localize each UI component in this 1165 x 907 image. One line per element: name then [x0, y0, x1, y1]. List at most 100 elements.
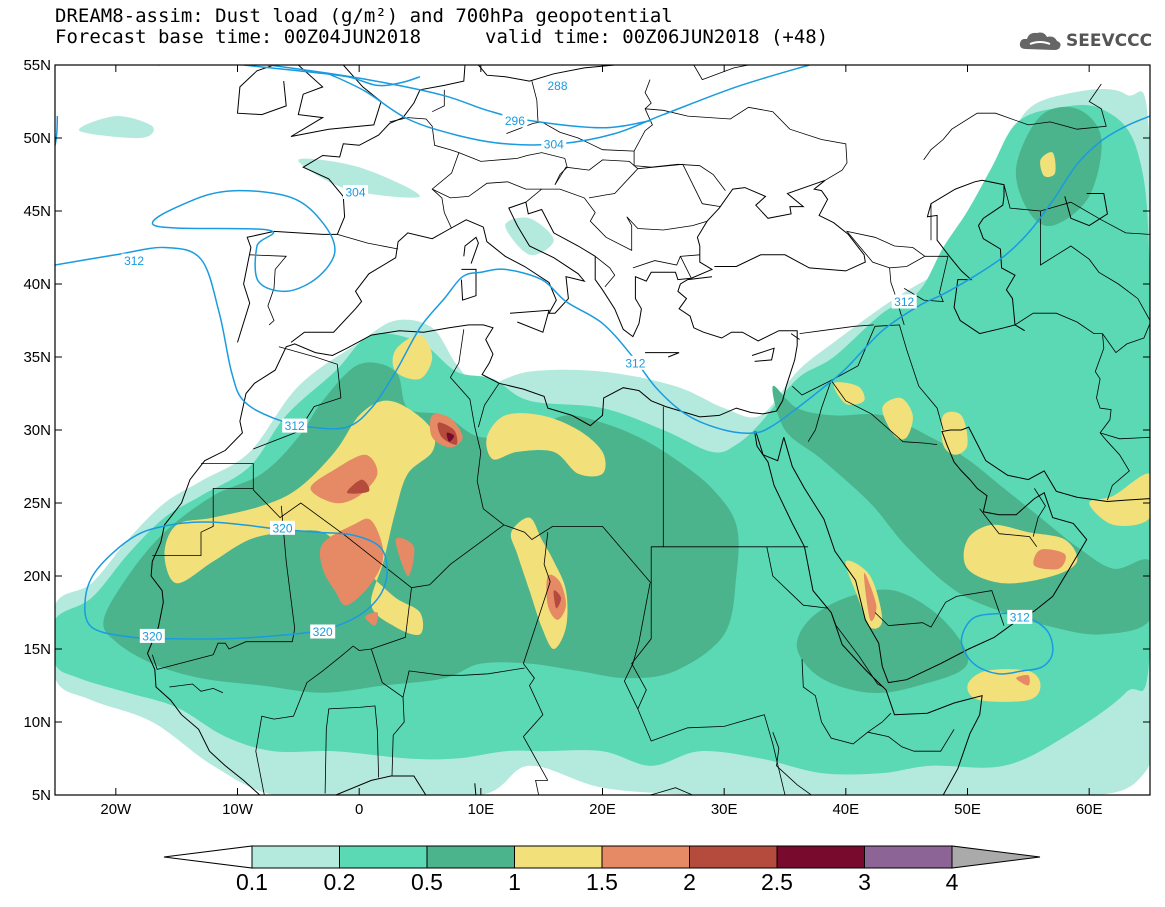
lat-tick-label-8: 15N: [23, 641, 51, 658]
coastline-4: [790, 333, 800, 340]
dust-area-n1: [78, 116, 154, 139]
contour-label-3: 304: [345, 186, 365, 200]
border-30: [889, 255, 948, 293]
dust-area-5: [796, 589, 969, 694]
border-9: [522, 532, 551, 781]
border-38: [389, 117, 460, 229]
border-34: [594, 255, 616, 288]
border-24: [1032, 488, 1046, 537]
contour-label-bg-4: [121, 253, 147, 268]
lon-tick-label-3: 10E: [467, 801, 494, 818]
lat-tick-label-2: 45N: [23, 203, 51, 220]
border-6: [650, 546, 664, 584]
colorbar-label-6: 2.5: [761, 869, 793, 895]
contour-320: [84, 521, 388, 640]
border-54: [1094, 333, 1130, 501]
lat-tick-label-0: 55N: [23, 57, 51, 74]
contour-label-bg-0: [545, 78, 570, 93]
dust-area-11: [1089, 473, 1150, 526]
border-14: [370, 648, 525, 698]
colorbar-label-5: 2: [683, 869, 696, 895]
border-17: [324, 707, 360, 794]
border-22: [874, 590, 1005, 628]
coastline-15: [236, 65, 287, 116]
border-56: [1099, 432, 1150, 440]
lon-tick-label-4: 20E: [589, 801, 616, 818]
cloud-icon: [1019, 32, 1061, 50]
contour-label-10: 312: [1010, 610, 1030, 624]
border-7: [766, 546, 828, 609]
contour-label-bg-3: [343, 185, 368, 199]
dust-area-15: [882, 397, 913, 440]
lat-tick-label-9: 10N: [23, 714, 51, 731]
dust-area-n3: [505, 217, 554, 256]
contour-label-bg-6: [270, 520, 295, 535]
border-13: [169, 683, 224, 694]
border-15: [391, 697, 405, 777]
lat-tick-label-6: 25N: [23, 495, 51, 512]
border-19: [799, 324, 874, 334]
coastline-17: [474, 783, 477, 795]
valid-time: valid time: 00Z06JUN2018 (+48): [485, 26, 829, 48]
contour-296: [158, 65, 652, 129]
dust-area-30: [446, 432, 455, 442]
coastline-3: [146, 276, 798, 795]
colorbar-swatch-1: [339, 845, 428, 869]
border-29: [903, 256, 949, 302]
coastline-1: [478, 65, 615, 82]
dust-area-26: [365, 612, 378, 626]
geopotential-contours: [55, 65, 1150, 675]
border-18: [792, 324, 944, 431]
contour-304-north: [328, 65, 810, 146]
axis-ticks: 55N 50N 45N 40N 35N 30N 25N 20N 15N 10N 5N 20W 10W 0 1…: [23, 57, 1150, 818]
border-4: [478, 383, 500, 428]
colorbar-swatch-6: [776, 845, 865, 869]
border-45: [637, 163, 721, 207]
border-51: [1003, 184, 1150, 235]
coastline-10: [463, 236, 479, 264]
border-28: [772, 732, 813, 795]
border-44: [554, 159, 639, 199]
contour-label-bg-7: [139, 628, 165, 643]
coastline-12: [509, 309, 550, 333]
dust-area-14: [833, 382, 865, 405]
contour-label-bg-8: [310, 624, 336, 639]
coastline-6: [755, 431, 785, 462]
dust-area-25: [1016, 674, 1030, 686]
dust-area-28: [346, 479, 370, 494]
colorbar-label-7: 3: [858, 869, 871, 895]
border-50: [923, 83, 1107, 161]
colorbar-swatch-4: [601, 845, 690, 869]
contour-288: [243, 65, 421, 87]
dust-area-n2: [298, 158, 421, 198]
contour-label-4: 312: [124, 254, 144, 268]
map-title: DREAM8-assim: Dust load (g/m²) and 700hP…: [55, 5, 673, 27]
lat-tick-label-7: 20N: [23, 568, 51, 585]
colorbar-label-2: 0.5: [411, 869, 443, 895]
dust-area-17: [1040, 152, 1056, 178]
border-5: [662, 406, 809, 548]
border-16: [359, 705, 379, 778]
dust-area-24: [863, 572, 877, 622]
lon-tick-label-5: 30E: [711, 801, 738, 818]
lat-tick-label-10: 5N: [32, 787, 51, 804]
border-23: [979, 508, 1038, 548]
contour-label-9: 312: [625, 356, 645, 370]
dust-area-23: [1033, 549, 1066, 570]
logo-text: SEEVCCC: [1066, 31, 1153, 51]
coastline-9: [1064, 193, 1108, 227]
border-43: [531, 80, 539, 122]
coastline-8: [926, 179, 1025, 335]
colorbar-swatch-0: [251, 845, 340, 869]
contour-label-bg-5: [282, 418, 308, 433]
border-33: [632, 256, 681, 269]
border-59: [734, 807, 773, 817]
contour-label-8: 320: [313, 625, 333, 639]
contour-label-bg-2: [541, 136, 567, 151]
dust-area-29: [553, 590, 562, 609]
border-27: [867, 729, 955, 752]
coastline-16: [290, 65, 382, 137]
lon-tick-label-8: 60E: [1076, 801, 1103, 818]
colorbar-swatch-5: [689, 845, 778, 869]
